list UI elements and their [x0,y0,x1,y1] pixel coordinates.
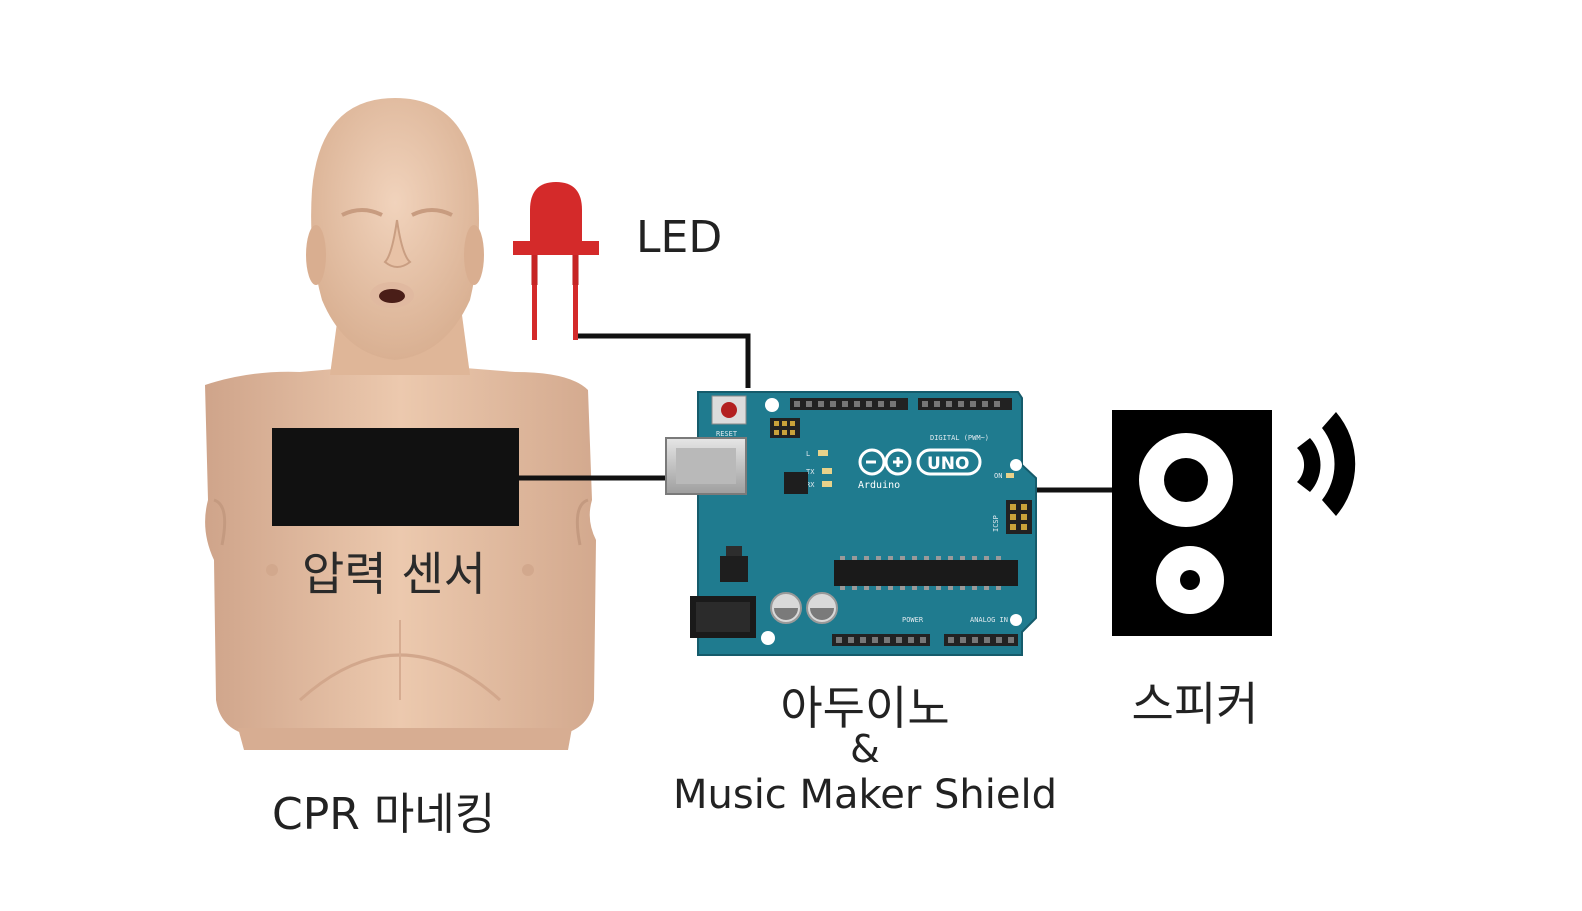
on-label: ON [994,472,1002,480]
arduino-brand: Arduino [858,480,900,491]
l-label: L [806,450,810,458]
manikin-label: CPR 마네킹 [272,789,496,840]
rx-label: RX [806,481,815,489]
speaker-component [1112,410,1356,636]
power-header [832,634,930,646]
led-leg-right [573,255,578,340]
analog-header [944,634,1018,646]
icsp-label: ICSP [992,515,1000,532]
ampersand-label: & [850,727,880,771]
led-flange [513,241,599,255]
sound-wave-outer-icon [1322,412,1356,516]
digital-header-2 [918,398,1012,410]
power-label: POWER [902,616,924,624]
reset-label: RESET [716,430,738,438]
shield-label: Music Maker Shield [672,772,1058,818]
led-dome [530,182,582,245]
sound-wave-icon [1297,438,1321,492]
icsp-header [1006,500,1032,534]
pressure-sensor [272,428,519,526]
arduino-label: 아두이노 [780,681,950,735]
led-label: LED [636,212,723,263]
analog-label: ANALOG IN [970,616,1008,624]
atmega-chip [834,560,1018,586]
led-component [513,182,599,340]
arduino-board: RESET DIGITAL (PWM~) L TX RX [665,391,1037,656]
voltage-regulator [720,556,748,582]
arduino-logo [858,448,982,476]
manikin-base [238,728,572,750]
digital-label: DIGITAL (PWM~) [930,434,989,442]
wire-led-to-board [578,333,751,388]
uno-label: UNO [927,454,969,474]
pressure-sensor-label: 압력 센서 [302,547,486,601]
speaker-label: 스피커 [1131,677,1259,731]
led-leg-left [532,255,537,340]
usb-chip [784,472,808,494]
tx-label: TX [806,468,815,476]
